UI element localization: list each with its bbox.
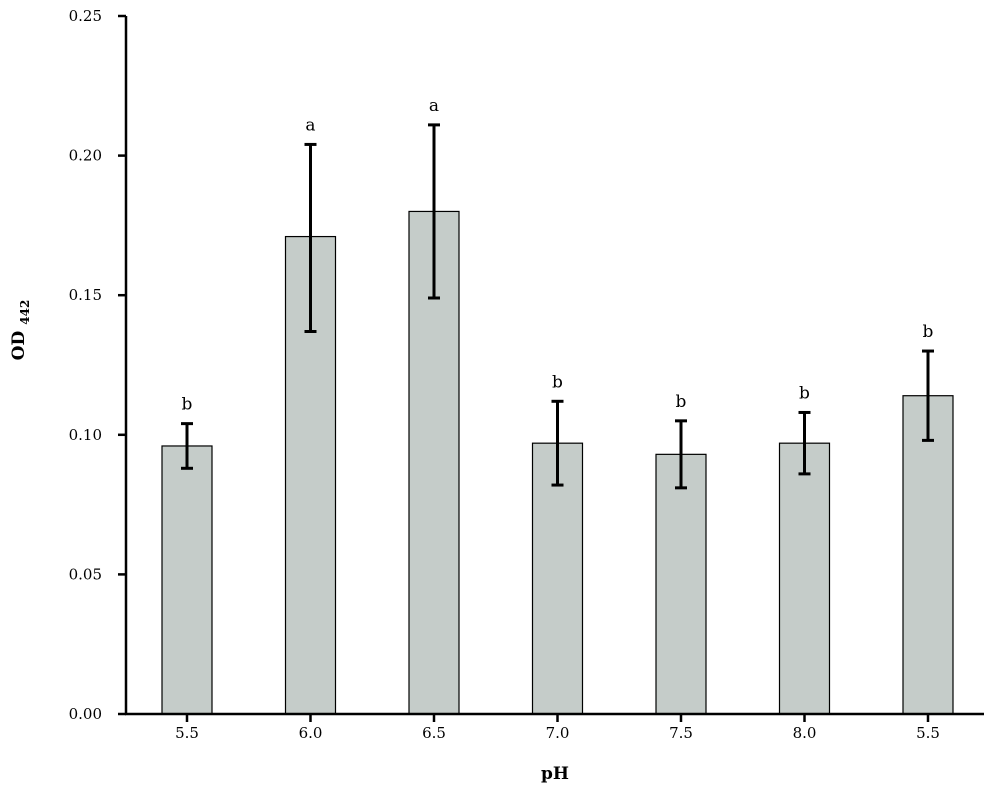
y-tick-label-1: 0.05 — [69, 565, 102, 583]
x-tick-label-3: 7.0 — [546, 724, 570, 742]
x-tick-label-6: 5.5 — [916, 724, 940, 742]
y-axis-title-subscript: 442 — [18, 300, 32, 325]
error-bar-2 — [428, 123, 440, 300]
error-bar-6 — [922, 349, 934, 442]
x-ticks-layer: 5.5 6.0 6.5 7.0 7.5 8.0 5.5 — [175, 714, 940, 742]
y-tick-label-4: 0.20 — [69, 147, 102, 165]
significance-label-1: a — [305, 115, 315, 135]
y-tick-label-2: 0.10 — [69, 426, 102, 444]
error-bar-5 — [798, 410, 811, 476]
x-tick-label-1: 6.0 — [299, 724, 323, 742]
x-tick-label-0: 5.5 — [175, 724, 199, 742]
error-bar-4 — [675, 419, 687, 490]
bar-0 — [161, 445, 213, 715]
significance-label-5: b — [799, 383, 810, 403]
bar-4 — [655, 453, 707, 715]
x-tick-label-5: 8.0 — [793, 724, 817, 742]
x-tick-label-4: 7.5 — [669, 724, 693, 742]
y-axis-title-main: OD — [9, 331, 29, 361]
y-tick-label-0: 0.00 — [69, 705, 102, 723]
significance-label-0: b — [182, 395, 193, 415]
significance-label-2: a — [429, 96, 439, 116]
error-bars-layer — [181, 123, 934, 490]
y-ticks-layer: 0.00 0.05 0.10 0.15 0.20 0.25 — [69, 7, 126, 723]
y-axis-title: OD 442 — [9, 300, 32, 361]
significance-labels-layer: b a a b b b b — [182, 96, 934, 415]
error-bar-1 — [304, 142, 317, 333]
bar-5 — [778, 442, 831, 715]
bar-3 — [531, 442, 584, 715]
significance-label-3: b — [552, 372, 563, 392]
error-bar-0 — [181, 422, 193, 470]
x-tick-label-2: 6.5 — [422, 724, 446, 742]
significance-label-4: b — [676, 392, 687, 412]
significance-label-6: b — [923, 322, 934, 342]
error-bar-3 — [551, 399, 564, 487]
y-tick-label-3: 0.15 — [69, 286, 102, 304]
x-axis-title: pH — [541, 764, 569, 784]
y-tick-label-5: 0.25 — [69, 7, 102, 25]
bar-6 — [902, 395, 954, 715]
